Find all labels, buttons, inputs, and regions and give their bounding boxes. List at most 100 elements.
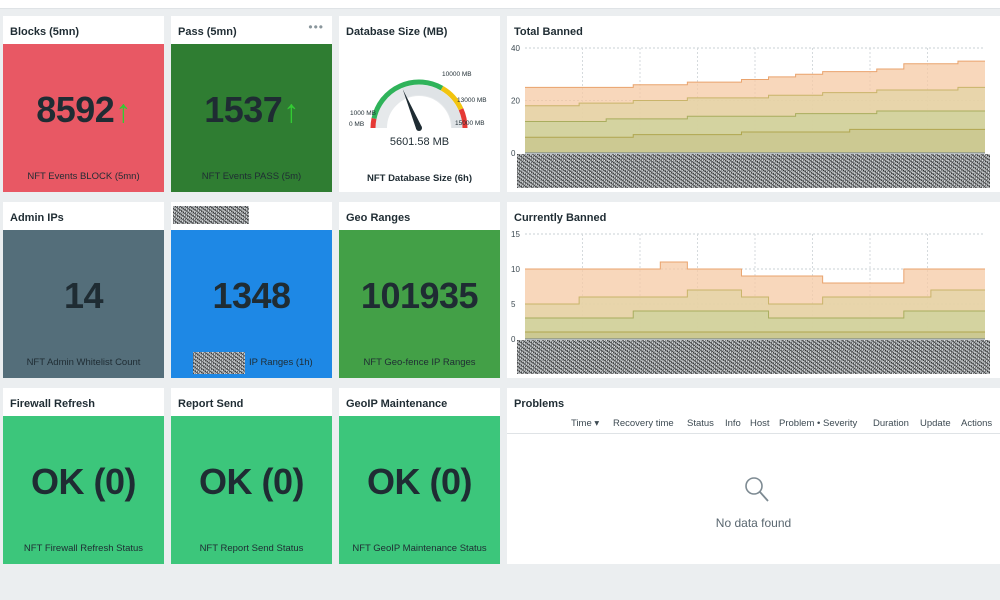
widget-geoip-maintenance: GeoIP Maintenance OK (0) NFT GeoIP Maint…	[339, 388, 500, 564]
problems-table-header: Time ▾ Recovery time Status Info Host Pr…	[507, 418, 1000, 432]
y-tick-label: 0	[511, 335, 516, 344]
gauge-label-10000: 10000 MB	[442, 71, 472, 78]
widget-database-size: Database Size (MB) 0 MB 1000 MB 10000 MB…	[339, 16, 500, 192]
geoip-description: NFT GeoIP Maintenance Status	[352, 543, 487, 554]
fw-value: OK (0)	[31, 461, 137, 502]
col-problem-severity: Problem • Severity	[779, 418, 858, 429]
geo-description: NFT Geo-fence IP Ranges	[363, 357, 476, 368]
ipranges-description: IP Ranges (1h)	[249, 357, 313, 368]
no-data-message: No data found	[715, 516, 792, 530]
gauge-band-high	[458, 108, 468, 129]
series-line	[525, 110, 985, 122]
gauge-label-1000: 1000 MB	[350, 110, 377, 117]
col-recovery-time: Recovery time	[613, 418, 674, 429]
series-line	[525, 310, 985, 319]
y-tick-label: 0	[511, 149, 516, 158]
gauge-label-13000: 13000 MB	[457, 97, 487, 104]
widget-ip-ranges: 1348 IP Ranges (1h)	[171, 202, 332, 378]
y-tick-label: 40	[511, 44, 520, 53]
currently-banned-chart: 15 10 5 0	[511, 230, 985, 344]
widget-blocks: Blocks (5mn) 8592↑ NFT Events BLOCK (5mn…	[3, 16, 164, 192]
pass-tile: 1537↑ NFT Events PASS (5m)	[171, 44, 332, 192]
gauge-hub	[416, 125, 422, 131]
series-line	[525, 261, 985, 284]
admin-value: 14	[63, 275, 104, 316]
arrow-up-icon: ↑	[283, 93, 299, 129]
gauge-chart	[370, 79, 468, 131]
title-redacted	[173, 206, 249, 224]
gauge-needle	[402, 89, 422, 130]
col-info: Info	[725, 418, 741, 429]
blocks-number: 8592	[36, 89, 115, 130]
widget-firewall-refresh: Firewall Refresh OK (0) NFT Firewall Ref…	[3, 388, 164, 564]
y-tick-label: 15	[511, 230, 520, 239]
ipranges-value: 1348	[212, 275, 291, 316]
pass-value: 1537↑	[171, 89, 332, 131]
admin-tile: 14 NFT Admin Whitelist Count	[3, 230, 164, 378]
admin-description: NFT Admin Whitelist Count	[26, 357, 141, 368]
report-description: NFT Report Send Status	[199, 543, 304, 554]
widget-title: Database Size (MB)	[346, 26, 448, 38]
legend-redacted	[517, 154, 990, 188]
report-value: OK (0)	[199, 461, 305, 502]
widget-title: Problems	[514, 398, 565, 410]
widget-title: Admin IPs	[10, 212, 64, 224]
gauge-band-ok	[371, 79, 444, 120]
col-update: Update	[920, 418, 951, 429]
y-tick-label: 5	[511, 300, 516, 309]
widget-title: GeoIP Maintenance	[346, 398, 448, 410]
gauge-band-warn	[440, 85, 464, 111]
widget-admin-ips: Admin IPs 14 NFT Admin Whitelist Count	[3, 202, 164, 378]
widget-pass: Pass (5mn) ••• 1537↑ NFT Events PASS (5m…	[171, 16, 332, 192]
col-host: Host	[750, 418, 770, 429]
pass-number: 1537	[204, 89, 283, 130]
gauge-fill	[402, 85, 462, 129]
widget-title: Firewall Refresh	[10, 398, 95, 410]
series-area	[525, 332, 985, 339]
widget-problems: Problems Time ▾ Recovery time Status Inf…	[507, 388, 1000, 564]
y-tick-label: 10	[511, 265, 520, 274]
widget-title: Pass (5mn)	[178, 26, 237, 38]
series-line	[525, 60, 985, 88]
fw-description: NFT Firewall Refresh Status	[23, 543, 144, 554]
legend-redacted	[517, 340, 990, 374]
series-line	[525, 128, 985, 138]
gauge-description: NFT Database Size (6h)	[366, 173, 473, 184]
arrow-up-icon: ↑	[115, 93, 131, 129]
series-line	[525, 86, 985, 107]
widget-total-banned: Total Banned 40 20 0	[507, 16, 1000, 192]
col-status: Status	[687, 418, 714, 429]
widget-geo-ranges: Geo Ranges 101935 NFT Geo-fence IP Range…	[339, 202, 500, 378]
gauge-band-low	[370, 117, 377, 129]
widget-title: Blocks (5mn)	[10, 26, 80, 38]
search-icon	[745, 477, 769, 502]
widget-report-send: Report Send OK (0) NFT Report Send Statu…	[171, 388, 332, 564]
series-line	[525, 289, 985, 305]
series-area	[525, 129, 985, 153]
gauge-label-15000: 15000 MB	[455, 120, 485, 127]
header-divider	[507, 433, 1000, 434]
col-time[interactable]: Time ▾	[571, 418, 600, 429]
widget-title: Geo Ranges	[346, 212, 411, 224]
geo-tile: 101935 NFT Geo-fence IP Ranges	[339, 230, 500, 378]
widget-currently-banned: Currently Banned 15 10 5 0	[507, 202, 1000, 378]
blocks-value: 8592↑	[3, 89, 164, 131]
top-bar	[0, 0, 1000, 9]
geoip-value: OK (0)	[367, 461, 473, 502]
widget-title: Report Send	[178, 398, 244, 410]
report-tile: OK (0) NFT Report Send Status	[171, 416, 332, 564]
blocks-description: NFT Events BLOCK (5mn)	[27, 171, 140, 182]
gauge-label-0: 0 MB	[349, 121, 365, 128]
col-duration: Duration	[873, 418, 909, 429]
geo-value: 101935	[360, 275, 479, 316]
total-banned-chart: 40 20 0	[511, 44, 985, 158]
pass-description: NFT Events PASS (5m)	[201, 171, 302, 182]
ipranges-tile: 1348 IP Ranges (1h)	[171, 230, 332, 378]
geoip-tile: OK (0) NFT GeoIP Maintenance Status	[339, 416, 500, 564]
widget-menu-icon[interactable]: •••	[308, 20, 324, 34]
description-redacted	[193, 352, 245, 374]
blocks-tile: 8592↑ NFT Events BLOCK (5mn)	[3, 44, 164, 192]
widget-title: Total Banned	[514, 26, 583, 38]
y-tick-label: 20	[511, 97, 520, 106]
fw-tile: OK (0) NFT Firewall Refresh Status	[3, 416, 164, 564]
